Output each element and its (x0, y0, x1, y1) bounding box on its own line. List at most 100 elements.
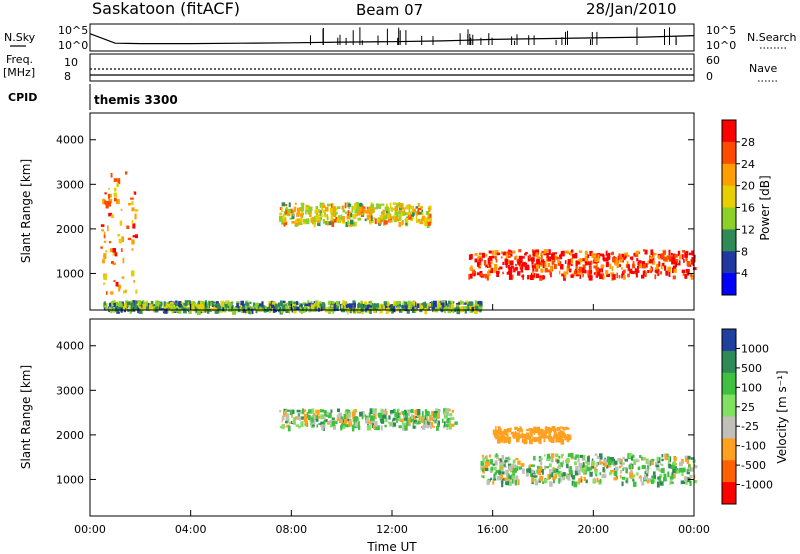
v-cell-0-327 (404, 409, 407, 415)
p-cell-3-527 (383, 301, 388, 306)
p-cell-3-365 (437, 300, 440, 305)
v-cell-1-265 (566, 458, 570, 463)
v-cell-1-300 (582, 462, 585, 468)
v-cell-0-246 (436, 413, 440, 419)
p-cell-2-166 (605, 250, 608, 256)
p-cell-2-386 (647, 260, 649, 265)
p-cell-3-244 (150, 301, 153, 304)
v-cell-1-266 (606, 456, 610, 463)
v-cell-0-88 (404, 425, 408, 431)
v-cell-0-274 (314, 415, 319, 419)
p-cell-1-259 (298, 218, 302, 222)
v-cell-2-109 (526, 428, 529, 432)
p-cell-3-511 (443, 306, 448, 311)
v-cell-2-92 (540, 432, 545, 439)
p-cell-1-188 (356, 211, 360, 216)
p-cell-2-456 (560, 250, 565, 257)
p-cell-2-86 (507, 270, 511, 275)
p-cell-1-171 (301, 210, 304, 215)
v-cell-0-331 (449, 413, 453, 417)
p-cell-0-4 (108, 187, 110, 190)
p-cell-2-392 (528, 254, 532, 260)
p-cell-2-241 (491, 259, 493, 265)
v-cell-1-218 (539, 475, 544, 482)
p-cell-0-25 (114, 187, 117, 192)
v-cell-1-198 (635, 459, 640, 463)
p-cell-0-69 (120, 248, 123, 252)
p-cell-3-426 (388, 304, 392, 308)
v-cell-0-172 (450, 417, 455, 420)
v-cell-0-191 (327, 421, 330, 425)
p-cell-1-88 (381, 216, 385, 221)
p-cell-0-34 (104, 200, 109, 204)
p-cell-1-284 (305, 212, 307, 215)
v-cell-1-13 (488, 454, 491, 458)
v-cell-0-216 (311, 408, 315, 414)
p-cell-2-160 (637, 265, 640, 270)
v-cell-1-246 (518, 466, 522, 470)
p-cell-2-469 (515, 255, 518, 259)
p-cell-3-743 (375, 304, 379, 308)
v-cell-0-334 (366, 424, 371, 431)
v-cell-2-111 (520, 435, 523, 439)
v-cell-0-94 (412, 425, 416, 429)
v-cell-0-320 (446, 418, 451, 424)
p-cell-3-293 (188, 308, 192, 314)
v-cell-2-161 (544, 427, 547, 432)
p-cell-1-307 (355, 202, 360, 208)
p-cell-2-173 (681, 254, 684, 260)
p-cell-3-186 (267, 304, 270, 310)
p-cell-2-371 (626, 260, 629, 266)
p-cell-3-702 (175, 308, 178, 311)
v-cell-0-235 (407, 410, 411, 417)
v-cell-0-99 (281, 417, 284, 423)
v-cell-1-459 (639, 455, 642, 459)
p-cell-2-415 (598, 268, 602, 272)
p-cell-3-717 (311, 306, 315, 312)
p-cell-2-204 (550, 271, 552, 278)
p-cell-3-463 (398, 301, 401, 308)
p-cell-3-383 (138, 302, 140, 309)
v-cell-1-158 (544, 465, 546, 470)
p-cell-1-244 (394, 206, 399, 212)
p-cell-3-304 (399, 308, 403, 313)
p-cell-2-408 (631, 263, 636, 269)
p-cell-3-730 (225, 302, 230, 309)
p-cell-1-2 (281, 219, 284, 225)
p-cell-2-362 (547, 256, 552, 262)
v-cell-1-144 (482, 475, 485, 479)
v-cell-0-296 (420, 418, 425, 423)
p-cell-3-605 (232, 309, 236, 315)
p-cell-2-407 (556, 256, 561, 260)
p-cell-0-3 (105, 203, 109, 209)
p-cell-2-427 (519, 263, 523, 268)
v-cell-1-450 (513, 467, 517, 473)
p-cell-1-301 (370, 204, 373, 208)
v-cell-1-257 (492, 463, 496, 466)
p-cell-1-37 (381, 203, 385, 206)
v-cell-0-360 (282, 416, 285, 421)
v-cell-1-169 (663, 473, 667, 478)
v-cell-1-449 (659, 481, 664, 486)
p-cell-1-58 (331, 218, 335, 224)
p-cell-3-746 (343, 302, 346, 306)
v-cell-0-341 (352, 411, 356, 417)
v-cell-0-279 (348, 421, 352, 427)
p-cell-3-701 (228, 306, 232, 312)
v-cell-0-205 (448, 424, 452, 430)
p-cell-3-767 (178, 301, 181, 307)
p-cell-2-367 (555, 252, 557, 255)
v-cell-0-110 (389, 421, 393, 427)
p-cell-3-112 (304, 307, 308, 312)
velocity-colorbar-frame (721, 328, 737, 505)
v-cell-2-155 (514, 426, 518, 430)
v-cbar-label-6: -500 (741, 459, 766, 472)
v-cell-1-262 (651, 475, 654, 479)
p-cell-3-736 (171, 307, 175, 310)
v-cell-2-38 (564, 435, 567, 439)
p-cell-2-246 (532, 249, 535, 253)
v-cell-1-160 (530, 469, 535, 474)
v-cell-0-106 (424, 415, 427, 421)
p-cell-1-281 (331, 221, 335, 227)
v-cell-1-155 (654, 461, 658, 467)
